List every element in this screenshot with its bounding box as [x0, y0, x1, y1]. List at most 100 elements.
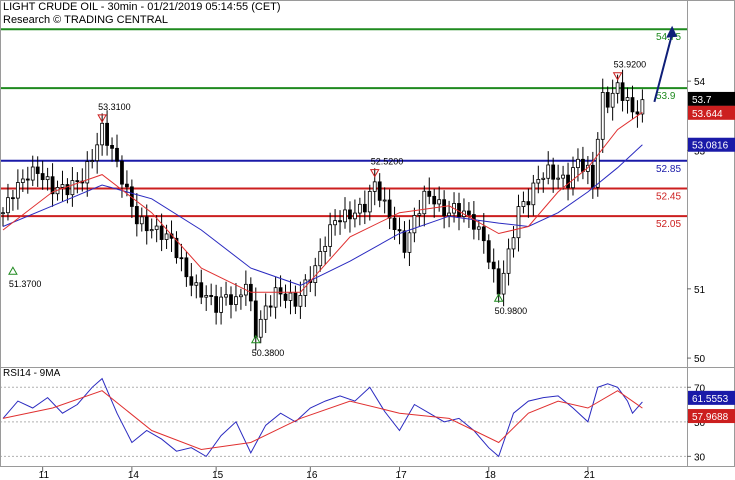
forecast-arrow-head — [666, 25, 678, 38]
candle-body — [30, 166, 35, 181]
candle-body — [511, 237, 516, 250]
rsi-title: RSI14 - 9MA — [3, 368, 61, 379]
candle-body — [224, 294, 228, 298]
rsi-panel-frame — [0, 367, 735, 467]
candle-body — [481, 226, 486, 242]
rsi-ma-line — [2, 390, 643, 451]
candle-body — [209, 295, 214, 297]
candle-body — [125, 183, 129, 188]
candle-body — [90, 160, 95, 163]
x-tick-label: 14 — [128, 470, 140, 480]
candle-body — [382, 199, 387, 202]
rsi-tag-label: 57.9688 — [692, 412, 729, 423]
price-tag — [688, 105, 735, 120]
price-tag — [688, 91, 735, 106]
rsi-line — [2, 377, 643, 458]
candle-body — [516, 206, 521, 239]
x-tick-label: 17 — [396, 470, 408, 480]
price-y-tick-label: 51 — [694, 285, 706, 296]
candle-body — [35, 166, 40, 174]
candle-body — [551, 164, 556, 180]
candle-body — [11, 197, 15, 200]
candle-body — [164, 233, 169, 240]
candle-body — [328, 224, 333, 247]
high-marker — [612, 72, 623, 81]
candle-body — [343, 209, 347, 223]
price-y-tick-label: 53 — [694, 146, 706, 157]
candle-body — [471, 214, 476, 230]
candle-body — [139, 216, 144, 225]
candle-body — [110, 145, 114, 149]
candle-body — [85, 161, 90, 184]
candle-body — [590, 164, 595, 188]
candle-body — [640, 99, 645, 115]
candle-body — [70, 180, 75, 196]
candle-body — [397, 229, 402, 232]
candle-body — [323, 245, 328, 252]
x-tick-label: 16 — [306, 470, 318, 480]
low-label: 51.3700 — [9, 279, 42, 289]
candle-body — [144, 216, 149, 232]
candle-body — [392, 217, 397, 230]
high-label: 53.3100 — [98, 102, 131, 112]
candle-body — [600, 92, 605, 140]
price-tag-label: 53.0816 — [692, 141, 729, 152]
candle-body — [15, 182, 20, 199]
candle-body — [214, 296, 219, 313]
candle-body — [387, 199, 392, 219]
candle-body — [298, 295, 303, 307]
candle-body — [427, 190, 432, 197]
candle-body — [566, 174, 570, 189]
candle-body — [467, 210, 471, 215]
candle-body — [229, 294, 233, 305]
candle-body — [115, 147, 119, 162]
high-marker — [369, 169, 380, 178]
candle-body — [526, 201, 531, 206]
rsi-y-tick-label: 70 — [694, 383, 706, 394]
candle-body — [1, 212, 5, 215]
candle-body — [120, 160, 124, 185]
candle-body — [273, 287, 278, 308]
candle-body — [234, 296, 238, 305]
candle-body — [357, 203, 362, 214]
candle-body — [25, 178, 30, 181]
low-marker — [8, 266, 18, 275]
price-tag-label: 53.644 — [692, 109, 723, 120]
candle-body — [571, 167, 575, 189]
candle-body — [521, 201, 526, 207]
level-label: 52.85 — [656, 164, 681, 175]
candle-body — [204, 295, 209, 298]
grid — [0, 386, 687, 457]
candle-body — [595, 138, 600, 188]
candle-body — [318, 251, 323, 267]
candle-body — [556, 177, 561, 180]
candle-body — [278, 287, 283, 295]
price-y-tick-label: 54 — [694, 77, 706, 88]
candle-body — [105, 122, 109, 146]
candle-body — [293, 292, 298, 307]
candle-body — [65, 184, 70, 196]
candle-body — [561, 174, 565, 179]
candle-body — [268, 305, 273, 308]
candle-body — [100, 122, 105, 146]
low-label: 50.3800 — [252, 348, 285, 358]
chart-subtitle: Research © TRADING CENTRAL — [3, 14, 168, 26]
level-label: 52.45 — [656, 191, 681, 202]
candle-body — [353, 212, 357, 220]
x-tick-label: 21 — [584, 470, 596, 480]
candle-body — [154, 225, 159, 230]
candle-body — [283, 293, 288, 301]
candle-body — [45, 176, 50, 181]
x-tick-label: 11 — [39, 470, 50, 480]
candle-body — [581, 158, 585, 172]
candle-body — [179, 257, 184, 260]
candle-body — [194, 282, 199, 286]
candle-body — [258, 318, 263, 338]
x-tick-label: 18 — [485, 470, 497, 480]
candle-body — [362, 203, 367, 213]
candle-body — [620, 82, 625, 101]
candle-body — [615, 82, 620, 94]
candle-body — [377, 181, 382, 201]
